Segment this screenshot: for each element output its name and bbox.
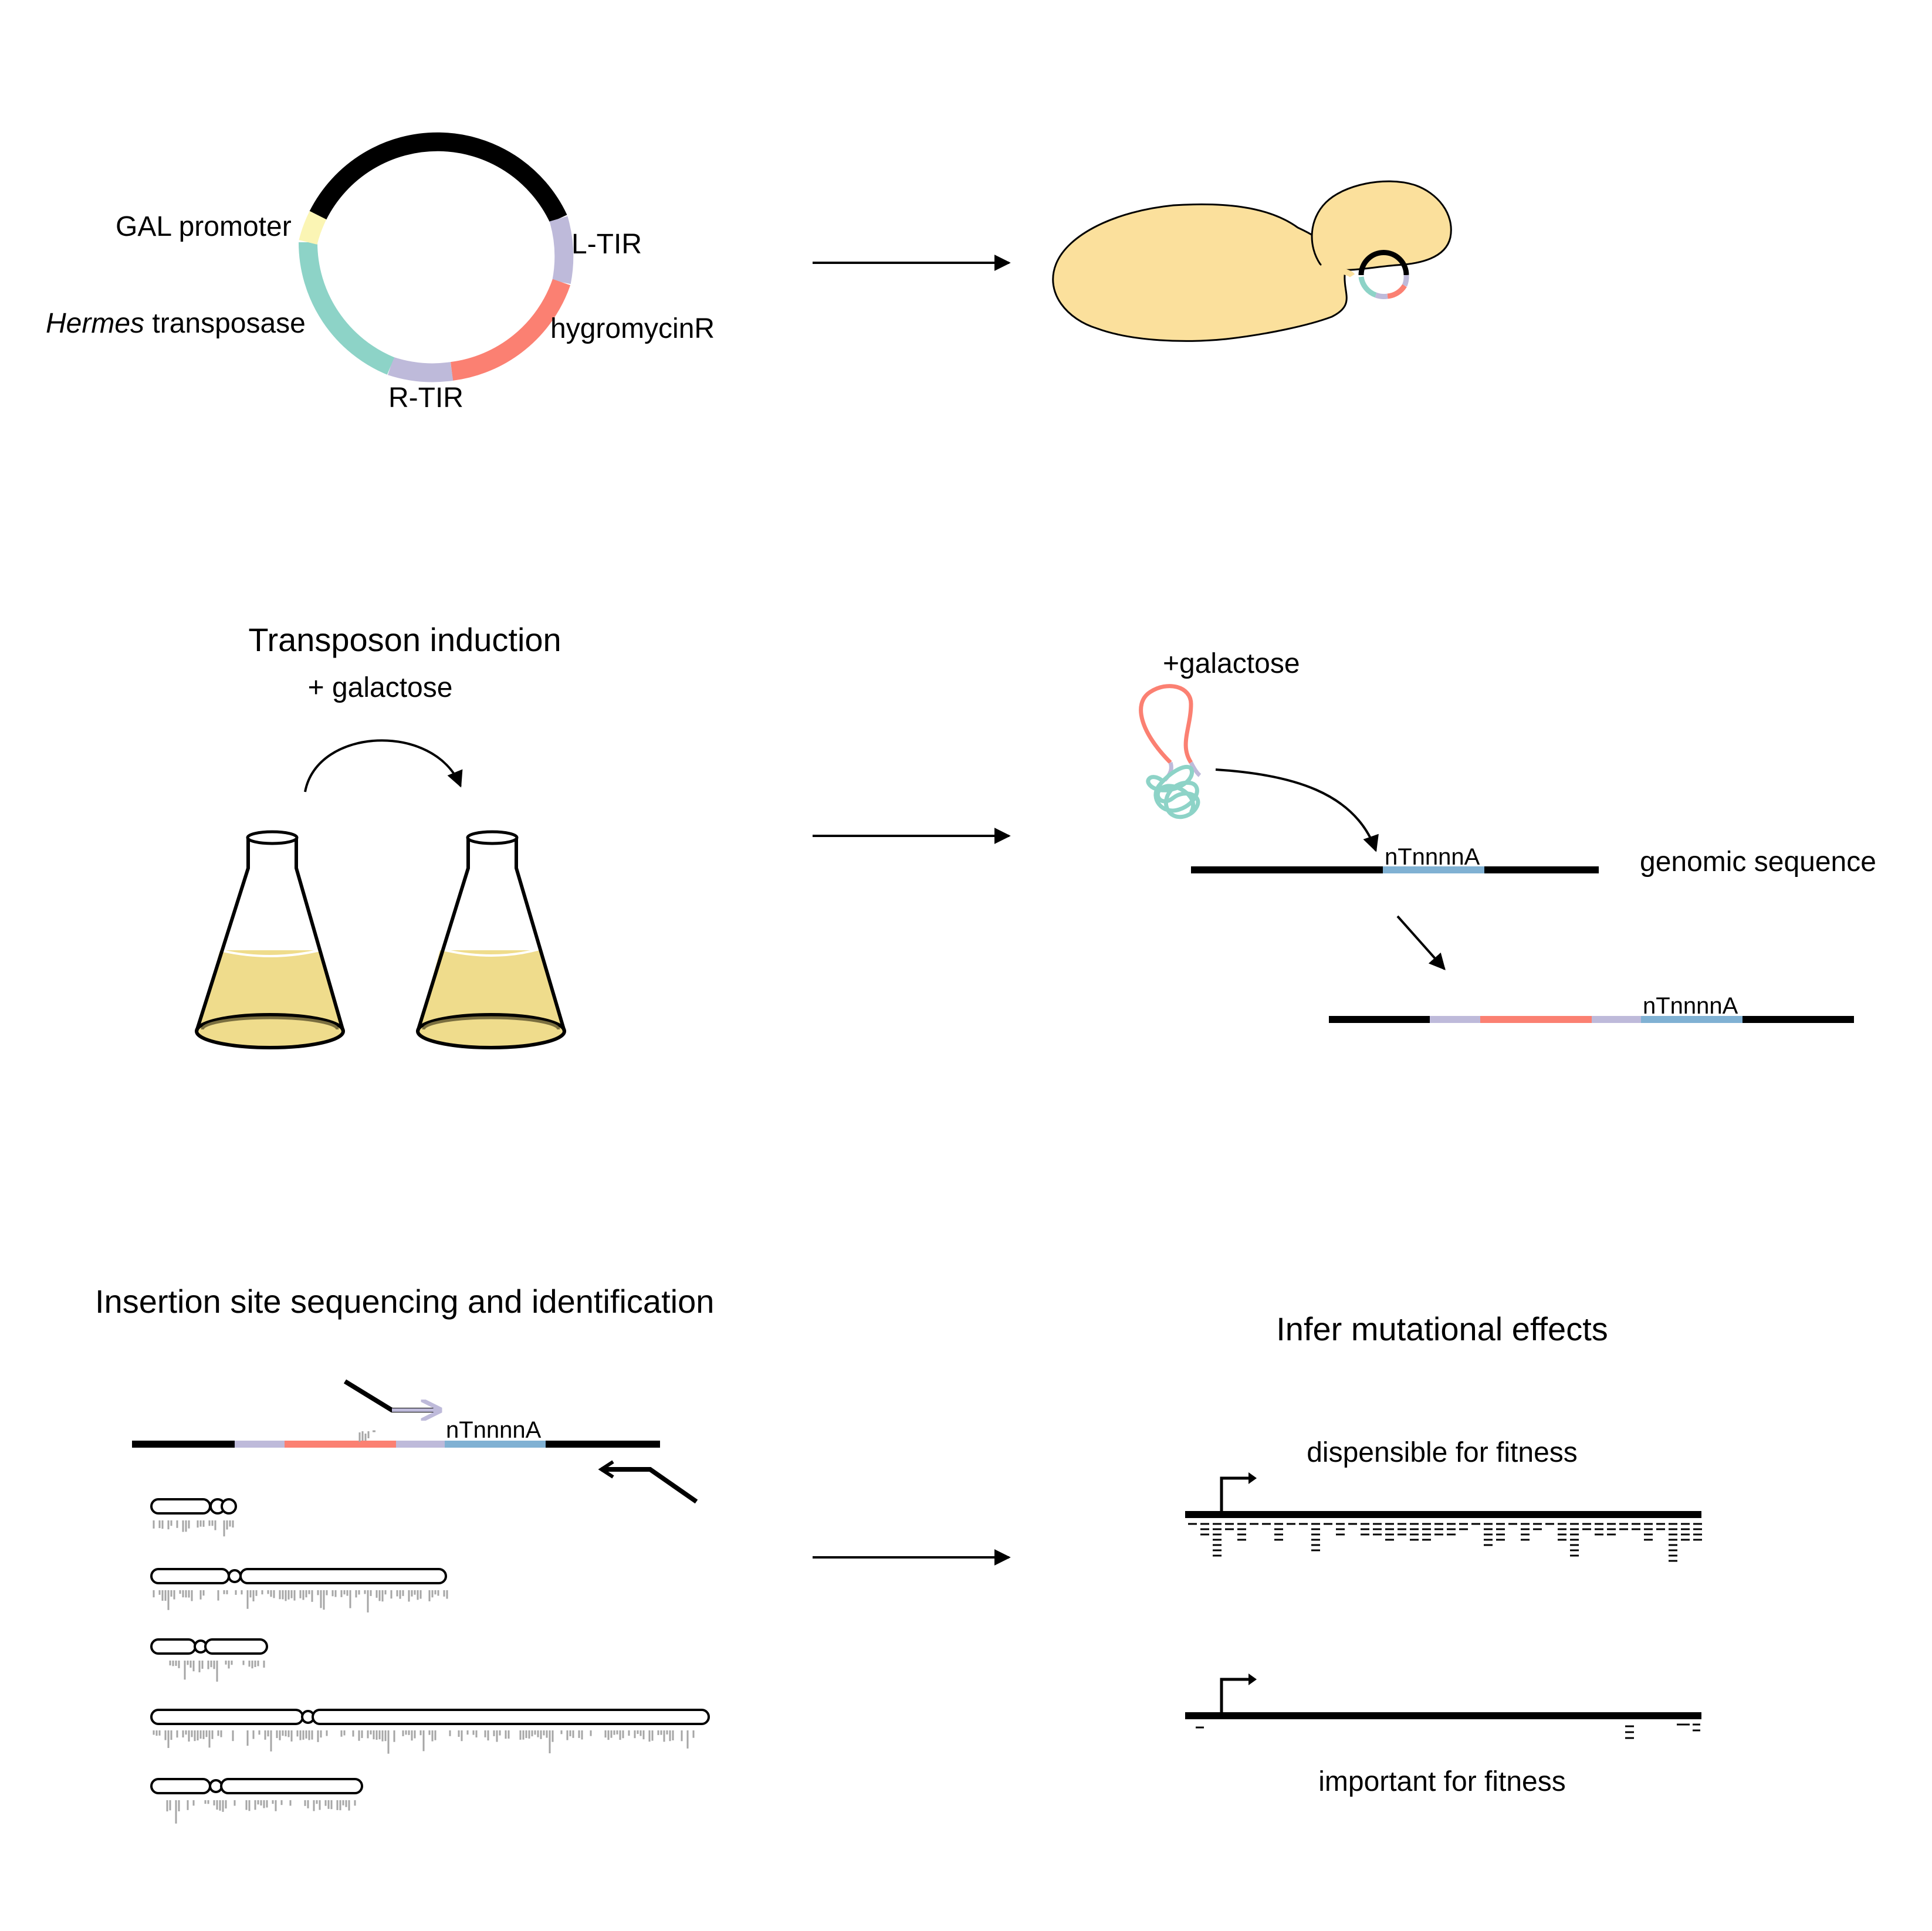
chromosome-icon (150, 1568, 447, 1584)
transposase-word: transposase (144, 308, 306, 339)
promoter-arrow-icon (1248, 1673, 1257, 1685)
chromosome-icon (150, 1778, 363, 1794)
flask-icon (195, 830, 345, 1049)
important-label: important for fitness (1318, 1766, 1566, 1797)
hermes-italic: Hermes (46, 308, 144, 339)
inserted-site-label: nTnnnnA (1643, 993, 1738, 1019)
flask-icon (416, 830, 566, 1049)
seq-target-site-label: nTnnnnA (446, 1417, 542, 1443)
chromosome-icon (150, 1709, 710, 1725)
dispensable-label: dispensible for fitness (1307, 1437, 1578, 1468)
plasmid-icon (298, 132, 574, 382)
induction-title: Transposon induction (248, 621, 561, 658)
result-arrow-icon (1396, 915, 1446, 971)
transposon-excised-icon (1139, 684, 1202, 819)
l-tir-label: L-TIR (571, 229, 642, 260)
sequencing-construct-icon (132, 1430, 660, 1448)
effects-title: Infer mutational effects (1276, 1310, 1608, 1347)
insertion-reads (153, 1520, 695, 1824)
hygromycin-label: hygromycinR (550, 313, 715, 344)
galactose-label: +galactose (1163, 648, 1300, 679)
gene-insertion-reads (1188, 1523, 1702, 1562)
important-gene-icon (1185, 1673, 1701, 1739)
promoter-arrow-icon (1248, 1472, 1257, 1484)
dispensable-gene-icon (1185, 1472, 1701, 1518)
yeast-cell-icon (1052, 180, 1452, 342)
genomic-sequence-label: genomic sequence (1640, 846, 1876, 878)
chromosome-icon (150, 1498, 237, 1515)
sequencing-title: Insertion site sequencing and identifica… (95, 1283, 714, 1320)
r-tir-label: R-TIR (388, 382, 463, 414)
transfer-arrow-icon (304, 739, 463, 792)
gal-promoter-label: GAL promoter (116, 211, 292, 242)
chromosome-icon (150, 1638, 268, 1655)
primer-icon (343, 1379, 698, 1504)
target-site-label: nTnnnnA (1385, 844, 1480, 870)
insertion-arrow-icon (1215, 768, 1379, 852)
hermes-transposase-label: Hermes transposase (46, 308, 306, 339)
induction-subtitle: + galactose (308, 672, 453, 703)
